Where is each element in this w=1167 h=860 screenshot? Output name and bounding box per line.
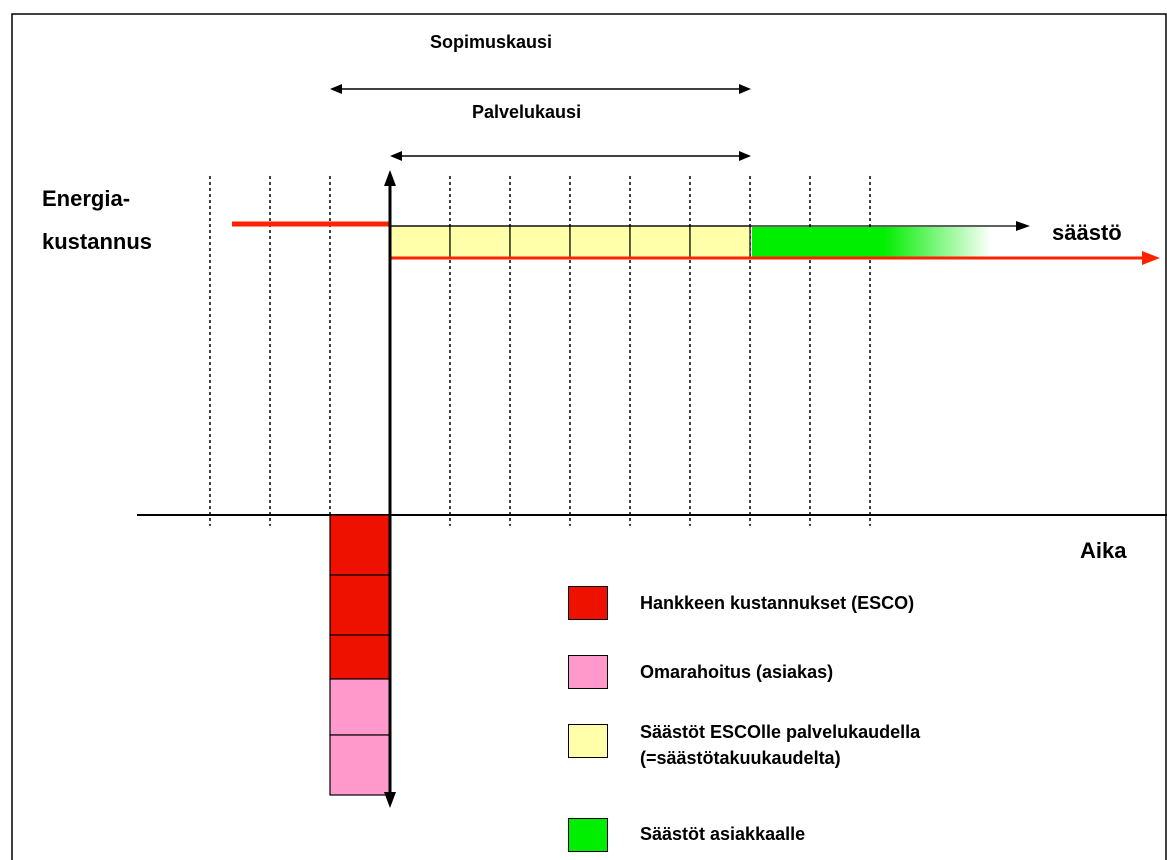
arrowhead-left (330, 84, 342, 94)
axis-arrowhead-up (384, 170, 396, 186)
customer-savings-band (752, 227, 992, 257)
esco-savings-cell (569, 225, 631, 259)
own-financing-block (329, 734, 391, 796)
energy-cost-label-line2: kustannus (42, 229, 153, 254)
legend-swatch-customer-savings (568, 818, 608, 852)
project-cost-block (329, 634, 391, 680)
own-financing-block (329, 678, 391, 736)
esco-savings-band (389, 225, 751, 259)
investment-stack (329, 514, 391, 796)
energy-cost-label-line1: Energia- (42, 186, 131, 211)
arrowhead-right (739, 84, 751, 94)
esco-savings-cell (629, 225, 691, 259)
esco-savings-cell (509, 225, 571, 259)
savings-label: säästö (1052, 220, 1122, 245)
legend-label-project-costs: Hankkeen kustannukset (ESCO) (640, 593, 915, 613)
project-cost-block (329, 574, 391, 636)
energy-cost-arrowhead (1142, 251, 1160, 265)
savings-arrowhead (1016, 221, 1030, 231)
legend-label-esco-savings-note: (=säästötakuukaudelta) (640, 748, 841, 768)
service-period-label: Palvelukausi (472, 102, 582, 122)
diagram-frame (11, 13, 1167, 860)
esco-savings-cell (389, 225, 451, 259)
legend-label-esco-savings: Säästöt ESCOlle palvelukaudella (640, 722, 921, 742)
esco-savings-cell (689, 225, 751, 259)
legend-label-customer-savings: Säästöt asiakkaalle (640, 824, 806, 844)
legend-label-own-financing: Omarahoitus (asiakas) (640, 662, 834, 682)
time-axis-label: Aika (1080, 538, 1127, 563)
contract-period-label: Sopimuskausi (430, 32, 553, 52)
legend-swatch-esco-savings (568, 724, 608, 758)
legend-swatch-own-financing (568, 655, 608, 689)
period-gridlines (209, 176, 871, 526)
arrowhead-right (739, 151, 751, 161)
axis-arrowhead-down (384, 792, 396, 808)
project-cost-block (329, 514, 391, 576)
arrowhead-left (390, 151, 402, 161)
esco-savings-cell (449, 225, 511, 259)
legend-swatch-project-costs (568, 586, 608, 620)
